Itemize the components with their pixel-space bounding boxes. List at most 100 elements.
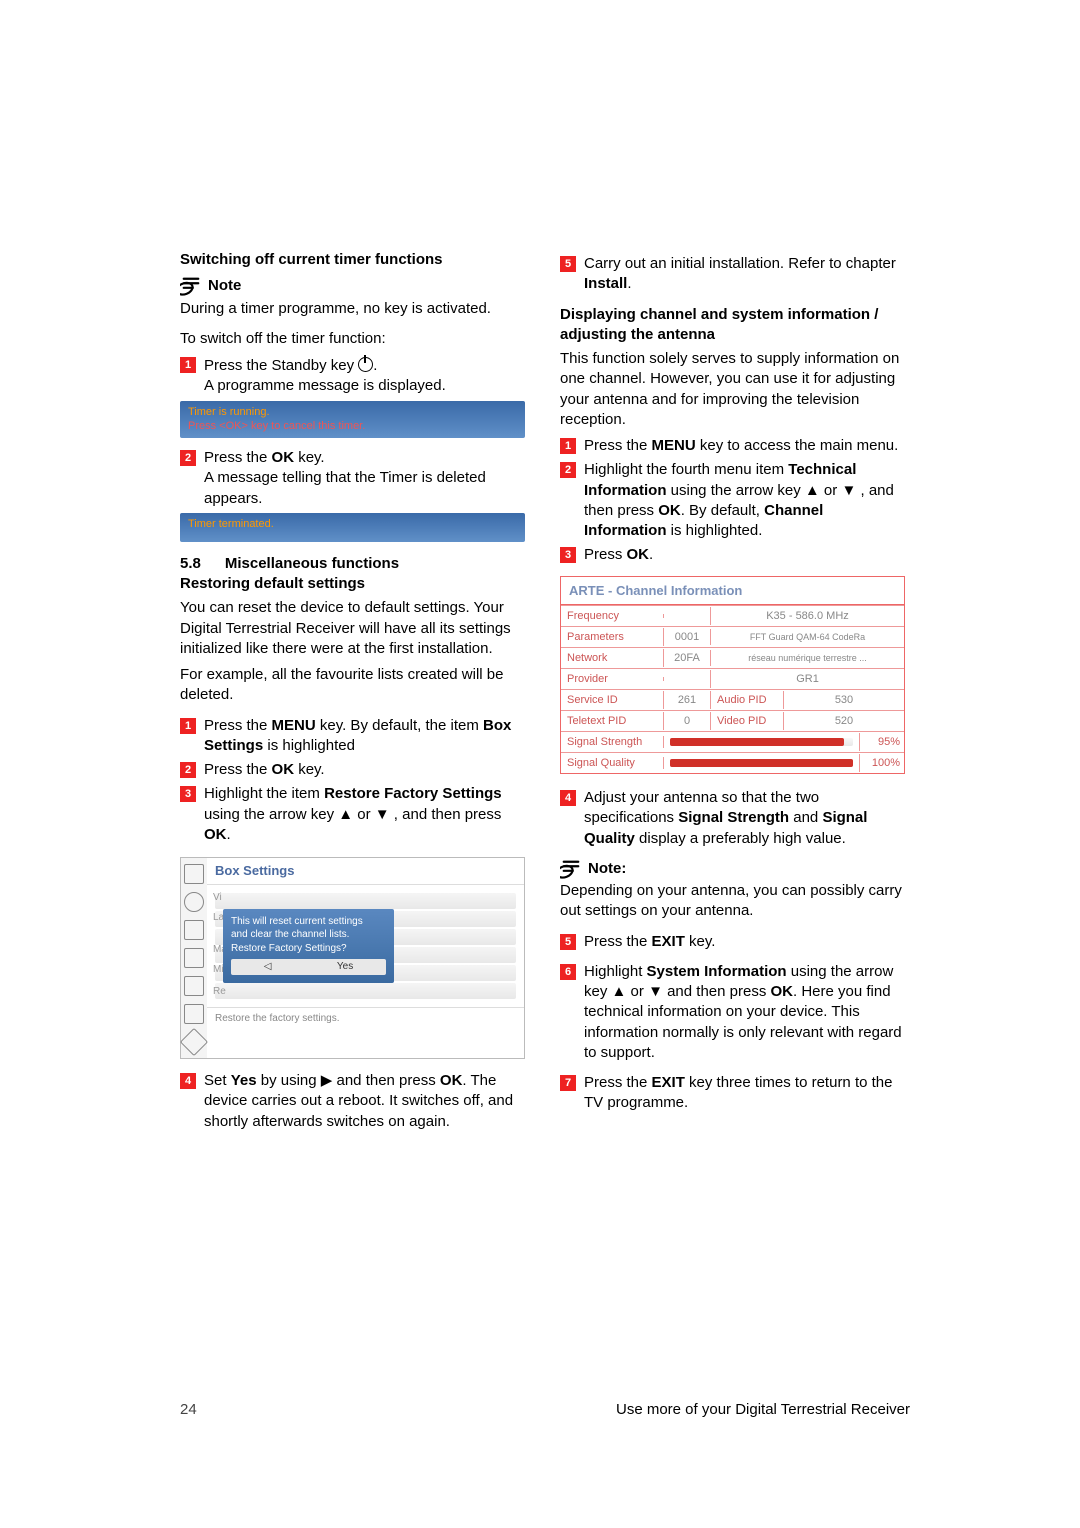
sidebar-icon (184, 948, 204, 968)
step-6: 6 Highlight System Information using the… (560, 962, 905, 1063)
heading-displaying: Displaying channel and system informatio… (560, 305, 905, 346)
table-row: Frequency K35 - 586.0 MHz (561, 605, 904, 626)
sidebar-icon (184, 864, 204, 884)
text: using the arrow key (204, 806, 338, 823)
arrow-up-icon (338, 806, 353, 823)
table-row: Provider GR1 (561, 668, 904, 689)
sub-label: Video PID (711, 712, 783, 731)
text: and then press (663, 983, 771, 1000)
text: key. By default, the item (316, 717, 483, 734)
step-1: 1 Press the MENU key. By default, the it… (180, 716, 525, 757)
row-value: GR1 (710, 670, 904, 689)
text: by using (257, 1072, 321, 1089)
step-number-badge: 1 (560, 438, 576, 454)
step-number-badge: 2 (560, 462, 576, 478)
sidebar-icons (181, 858, 207, 1058)
paragraph: For example, all the favourite lists cre… (180, 665, 525, 706)
step-body: Press OK. (584, 545, 905, 565)
row-v1: 20FA (663, 649, 710, 668)
text: Highlight (584, 963, 647, 980)
text: using the arrow key (667, 482, 805, 499)
signal-bar (663, 736, 859, 748)
popup-line2: and clear the channel lists. (231, 928, 386, 942)
sub-label: Audio PID (711, 691, 783, 710)
step-number-badge: 2 (180, 762, 196, 778)
exit-key: EXIT (652, 1074, 685, 1091)
row-v1: 0 (663, 712, 710, 731)
step-number-badge: 3 (180, 786, 196, 802)
step-body: Press the EXIT key three times to return… (584, 1073, 905, 1114)
text: Carry out an initial installation. Refer… (584, 255, 896, 272)
ok-key: OK (272, 449, 295, 466)
note-icon (180, 276, 202, 296)
ok-key: OK (627, 546, 650, 563)
ok-key: OK (440, 1072, 463, 1089)
popup-line3: Restore Factory Settings? (231, 942, 386, 956)
sub-value: 530 (783, 691, 904, 710)
menu-key: MENU (652, 437, 696, 454)
osd-line1: Timer terminated. (188, 517, 517, 532)
step-number-badge: 4 (180, 1073, 196, 1089)
sidebar-icon (184, 1004, 204, 1024)
channel-info-title: ARTE - Channel Information (561, 577, 904, 606)
step-3: 3 Press OK. (560, 545, 905, 565)
yes-option: Yes (337, 960, 353, 974)
heading-restoring: Restoring default settings (180, 574, 525, 594)
arrow-down-icon (375, 806, 390, 823)
step-1: 1 Press the Standby key . A programme me… (180, 355, 525, 397)
step-body: Adjust your antenna so that the two spec… (584, 788, 905, 849)
text: Press the (584, 933, 652, 950)
step-2: 2 Highlight the fourth menu item Technic… (560, 460, 905, 541)
arrow-up-icon (612, 983, 627, 1000)
text: A programme message is displayed. (204, 376, 525, 396)
install-chapter: Install (584, 275, 627, 292)
row-label: Service ID (561, 691, 663, 710)
text: Press the (584, 437, 652, 454)
arrow-up-icon (805, 482, 820, 499)
paragraph: You can reset the device to default sett… (180, 598, 525, 659)
step-4: 4 Adjust your antenna so that the two sp… (560, 788, 905, 849)
arrow-right-icon (321, 1072, 333, 1089)
step-5: 5 Carry out an initial installation. Ref… (560, 254, 905, 295)
menu-row (215, 893, 516, 909)
step-body: Press the OK key. A message telling that… (204, 448, 525, 509)
text: is highlighted. (667, 522, 763, 539)
arrow-down-icon (648, 983, 663, 1000)
row-label: Frequency (561, 607, 663, 626)
step-body: Highlight System Information using the a… (584, 962, 905, 1063)
page-number: 24 (180, 1401, 197, 1418)
text: . (649, 546, 653, 563)
osd-message-box: Timer is running. Press <OK> key to canc… (180, 401, 525, 439)
system-info-bold: System Information (647, 963, 787, 980)
table-row: Signal Quality 100% (561, 752, 904, 773)
step-body: Press the OK key. (204, 760, 525, 780)
step-3: 3 Highlight the item Restore Factory Set… (180, 784, 525, 845)
box-settings-title: Box Settings (207, 858, 524, 885)
step-number-badge: 1 (180, 357, 196, 373)
box-settings-main: Box Settings Vi La Ma Mi Re (207, 858, 524, 1058)
switch-off-intro: To switch off the timer function: (180, 329, 525, 349)
osd-line1: Timer is running. (188, 405, 517, 420)
text: is highlighted (263, 737, 355, 754)
text: Press the (204, 449, 272, 466)
step-body: Press the MENU key. By default, the item… (204, 716, 525, 757)
note-row: Note (180, 276, 525, 296)
step-number-badge: 4 (560, 790, 576, 806)
manual-page: Switching off current timer functions No… (0, 0, 1080, 1528)
note-label: Note (208, 276, 241, 296)
text: Set (204, 1072, 231, 1089)
step-body: Press the MENU key to access the main me… (584, 436, 905, 456)
yes-bold: Yes (231, 1072, 257, 1089)
ok-key: OK (771, 983, 794, 1000)
note-icon (560, 859, 582, 879)
confirm-popup: This will reset current settings and cle… (223, 909, 394, 983)
text: key. (294, 449, 325, 466)
step-body: Set Yes by using and then press OK. The … (204, 1071, 525, 1132)
table-row: Network 20FA réseau numérique terrestre … (561, 647, 904, 668)
sidebar-icon (184, 892, 204, 912)
step-number-badge: 5 (560, 256, 576, 272)
popup-line1: This will reset current settings (231, 915, 386, 929)
left-arrow-icon: ◁ (264, 960, 272, 974)
step-7: 7 Press the EXIT key three times to retu… (560, 1073, 905, 1114)
row-label: Signal Quality (561, 754, 663, 773)
